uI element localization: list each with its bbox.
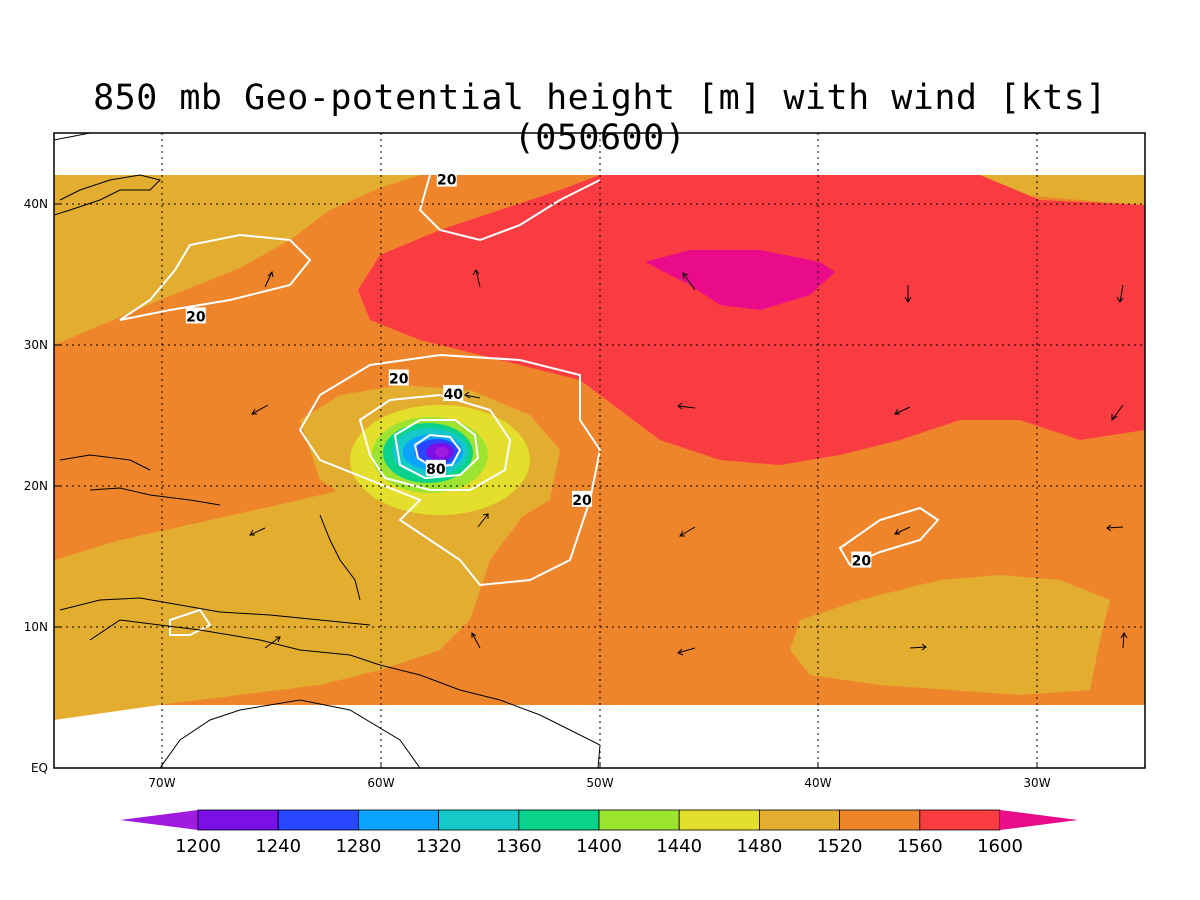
colorbar-swatch (518, 809, 600, 831)
contour-label: 20 (572, 493, 592, 509)
x-tick-label: 60W (367, 776, 394, 790)
wind-arrow (1120, 632, 1128, 649)
y-tick-label: 40N (24, 197, 48, 211)
wind-arrow (477, 513, 489, 528)
colorbar-level-label: 1480 (736, 836, 782, 857)
contour-label-box (851, 551, 872, 568)
y-tick-labels: EQ 10N 20N 30N 40N (24, 197, 48, 775)
wind-contour-labels: 20 20 20 40 80 20 20 (185, 170, 872, 570)
wind-arrow (264, 270, 274, 288)
contour-label: 20 (852, 554, 872, 570)
colorbar-swatch (598, 809, 680, 831)
colorbar-over-triangle (1000, 810, 1078, 830)
coastline-layer (54, 133, 601, 768)
wind-arrow (909, 643, 927, 651)
graticule (54, 133, 1145, 768)
y-tick-label: 20N (24, 479, 48, 493)
fill-1520-southeast (790, 575, 1110, 695)
colorbar-level-label: 1400 (576, 836, 622, 857)
colorbar-level-label: 1240 (255, 836, 301, 857)
colorbar-swatch (678, 809, 760, 831)
x-tick-label: 50W (586, 776, 613, 790)
colorbar-level-label: 1600 (977, 836, 1023, 857)
wind-arrow (679, 526, 696, 537)
colorbar-under-triangle (120, 810, 198, 830)
colorbar-swatch (277, 809, 359, 831)
fill-1200 (435, 447, 449, 457)
fill-1520-northeast (980, 175, 1145, 205)
wind-contour-40 (358, 393, 512, 491)
contour-label: 40 (444, 387, 464, 403)
coastline-north-america (54, 133, 161, 216)
wind-arrow (677, 402, 696, 410)
colorbar-swatch (197, 809, 279, 831)
contour-label-box (572, 490, 593, 507)
y-tick-label: 30N (24, 338, 48, 352)
colorbar-level-label: 1520 (817, 836, 863, 857)
contour-label: 20 (389, 372, 409, 388)
colorbar-level-label: 1560 (897, 836, 943, 857)
colorbar: 1200 1240 1280 1320 1360 1400 1440 1480 1520 1560… (120, 809, 1078, 857)
wind-arrow (894, 406, 911, 415)
y-tick-label: 10N (24, 620, 48, 634)
contour-label-box (425, 459, 446, 476)
contour-label: 20 (437, 173, 457, 189)
colorbar-swatch (438, 809, 520, 831)
x-tick-label: 30W (1023, 776, 1050, 790)
wind-arrow (904, 285, 912, 303)
contour-label: 80 (426, 462, 446, 478)
wind-arrow (682, 272, 696, 291)
fill-1600 (358, 175, 1145, 465)
x-tick-labels: 70W 60W 50W 40W 30W (148, 776, 1050, 790)
x-tick-label: 70W (148, 776, 175, 790)
colorbar-swatch (919, 809, 1001, 831)
fill-1640 (645, 250, 835, 310)
wind-arrow (1116, 284, 1124, 303)
wind-arrow (471, 632, 481, 649)
wind-contour-80 (413, 433, 462, 469)
colorbar-swatch (357, 809, 439, 831)
colorbar-level-label: 1360 (496, 836, 542, 857)
wind-arrow (677, 647, 696, 656)
axis-ticks (54, 203, 1038, 768)
wind-arrow (251, 404, 269, 415)
wind-arrow (1106, 524, 1124, 532)
contour-label-box (185, 307, 206, 324)
colorbar-level-label: 1320 (416, 836, 462, 857)
wind-arrow (1111, 404, 1124, 422)
wind-arrow (249, 527, 266, 536)
colorbar-swatch (839, 809, 921, 831)
wind-contour-20-north (418, 174, 601, 242)
y-tick-label: EQ (31, 761, 48, 775)
contour-label-box (388, 369, 409, 386)
colorbar-level-label: 1440 (656, 836, 702, 857)
wind-contour-60 (393, 419, 480, 480)
contour-label-box (443, 385, 464, 402)
wind-contour-20-northwest (119, 233, 312, 321)
coastline-south-america (89, 619, 601, 768)
colorbar-level-label: 1280 (335, 836, 381, 857)
coastline-caribbean (59, 454, 371, 626)
x-tick-label: 40W (804, 776, 831, 790)
wind-arrow (894, 526, 911, 535)
wind-arrow-layer (249, 269, 1128, 656)
wind-contour-20-storm (298, 353, 602, 587)
colorbar-swatch (759, 809, 841, 831)
contour-label: 20 (186, 309, 206, 325)
wind-arrow (472, 269, 481, 288)
map-title: 850 mb Geo-potential height [m] with win… (93, 78, 1107, 158)
contour-label-box (436, 170, 457, 187)
wind-arrow (464, 391, 481, 399)
wind-arrow (264, 636, 281, 649)
colorbar-level-label: 1200 (175, 836, 221, 857)
